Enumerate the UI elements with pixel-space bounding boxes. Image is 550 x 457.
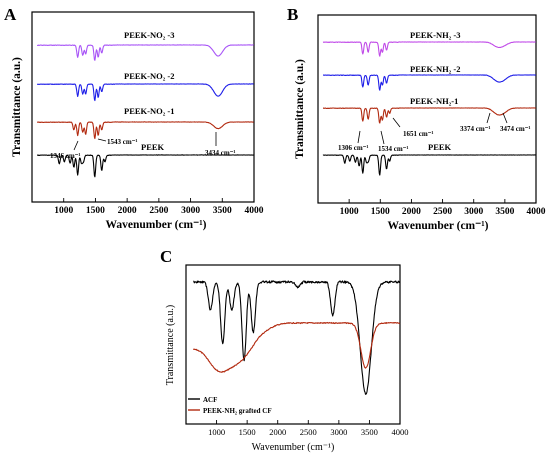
panel-b-frame bbox=[317, 14, 537, 204]
panel-b: B Transmittance (a.u.) Wavenumber (cm⁻¹)… bbox=[287, 5, 546, 232]
panel-b-series-label-1: PEEK-NH₂-1 bbox=[410, 96, 458, 106]
panel-c-tick-label-3500: 3500 bbox=[361, 427, 378, 437]
panel-b-series-0 bbox=[322, 154, 537, 176]
panel-c-tick-label-2500: 2500 bbox=[300, 427, 317, 437]
panel-c-tick-label-2000: 2000 bbox=[269, 427, 286, 437]
panel-b-tick-label-3500: 3500 bbox=[495, 207, 514, 217]
panel-b-series-group bbox=[322, 41, 537, 176]
panel-a-tick-label-3500: 3500 bbox=[213, 206, 232, 216]
panel-a-series-label-2: PEEK-NO₂ -2 bbox=[124, 71, 174, 81]
panel-b-series-2 bbox=[322, 74, 536, 91]
panel-a-series-label-1: PEEK-NO₂ -1 bbox=[124, 106, 174, 116]
panel-b-annotation-1651: 1651 cm⁻¹ bbox=[403, 130, 433, 138]
panel-a-series-1 bbox=[36, 121, 254, 140]
panel-b-arrow-3374 bbox=[486, 112, 491, 124]
panel-b-series-label-2: PEEK-NH₂ -2 bbox=[410, 64, 460, 74]
panel-a-series-2 bbox=[37, 83, 254, 102]
panel-b-annotation-3374: 3374 cm⁻¹ bbox=[460, 125, 490, 133]
panel-a-annotation-3434: 3434 cm⁻¹ bbox=[205, 149, 235, 157]
panel-b-series-label-3: PEEK-NH₂ -3 bbox=[410, 30, 460, 40]
panel-c-series-acf bbox=[193, 280, 401, 395]
panel-b-x-ticks: 1000 1500 2000 2500 3000 3500 4000 bbox=[340, 199, 546, 217]
panel-c: C Transmittance (a.u.) Wavenumber (cm⁻¹)… bbox=[160, 247, 409, 453]
panel-a-arrow-1346 bbox=[73, 140, 79, 151]
panel-b-letter: B bbox=[287, 5, 298, 24]
panel-b-annotation-1534: 1534 cm⁻¹ bbox=[378, 145, 408, 153]
panel-a-annotation-1543: 1543 cm⁻¹ bbox=[107, 138, 137, 146]
panel-a-tick-label-1000: 1000 bbox=[54, 206, 73, 216]
panel-a-arrow-1543 bbox=[97, 138, 107, 142]
panel-b-series-3 bbox=[322, 41, 536, 57]
panel-a-tick-label-4000: 4000 bbox=[245, 206, 264, 216]
panel-c-series-group bbox=[192, 280, 401, 395]
panel-a-letter: A bbox=[4, 5, 17, 24]
panel-a-ylabel: Transmittance (a.u.) bbox=[11, 57, 23, 157]
panel-b-tick-label-1500: 1500 bbox=[371, 207, 390, 217]
panel-a-xlabel: Wavenumber (cm⁻¹) bbox=[106, 219, 207, 231]
panel-a-series-3 bbox=[36, 44, 254, 61]
panel-a-x-ticks: 1000 1500 2000 2500 3000 3500 4000 bbox=[54, 198, 264, 216]
panel-c-tick-label-1500: 1500 bbox=[239, 427, 256, 437]
panel-a-frame bbox=[31, 11, 255, 203]
panel-c-ylabel: Transmittance (a.u.) bbox=[165, 305, 176, 385]
panel-b-tick-label-4000: 4000 bbox=[527, 207, 546, 217]
panel-b-arrow-1306 bbox=[357, 130, 361, 144]
panel-b-ylabel: Transmittance (a.u.) bbox=[294, 59, 306, 159]
panel-b-tick-label-2000: 2000 bbox=[402, 207, 421, 217]
panel-a-series-label-0: PEEK bbox=[141, 142, 165, 152]
panel-a-tick-label-2000: 2000 bbox=[118, 206, 137, 216]
panel-a-series-group bbox=[36, 44, 254, 178]
panel-c-letter: C bbox=[160, 247, 172, 266]
panel-b-series-1 bbox=[322, 107, 536, 124]
panel-b-series-label-0: PEEK bbox=[428, 142, 452, 152]
panel-b-arrow-1651 bbox=[392, 117, 401, 128]
panel-c-frame bbox=[185, 264, 401, 425]
panel-c-series-grafted bbox=[192, 321, 401, 373]
panel-c-tick-label-1000: 1000 bbox=[208, 427, 225, 437]
panel-b-tick-label-1000: 1000 bbox=[340, 207, 359, 217]
panel-b-tick-label-3000: 3000 bbox=[464, 207, 483, 217]
panel-c-tick-label-4000: 4000 bbox=[392, 427, 409, 437]
panel-a-tick-label-2500: 2500 bbox=[149, 206, 168, 216]
panel-c-x-ticks: 1000 1500 2000 2500 3000 3500 4000 bbox=[208, 420, 409, 437]
panel-b-arrow-3474 bbox=[502, 112, 508, 124]
legend-label-acf: ACF bbox=[203, 396, 217, 404]
panel-a-series-label-3: PEEK-NO₂ -3 bbox=[124, 30, 174, 40]
panel-c-xlabel: Wavenumber (cm⁻¹) bbox=[252, 442, 335, 453]
panel-a-annotation-1346: 1346 cm⁻¹ bbox=[50, 152, 80, 160]
panel-a-tick-label-1500: 1500 bbox=[86, 206, 105, 216]
legend-label-grafted: PEEK-NH₂ grafted CF bbox=[203, 407, 272, 415]
panel-c-tick-label-3000: 3000 bbox=[330, 427, 347, 437]
panel-a-tick-label-3000: 3000 bbox=[181, 206, 200, 216]
panel-b-tick-label-2500: 2500 bbox=[433, 207, 452, 217]
panel-b-annotation-1306: 1306 cm⁻¹ bbox=[338, 144, 368, 152]
panel-b-annotation-3474: 3474 cm⁻¹ bbox=[500, 125, 530, 133]
panel-b-arrow-1534 bbox=[380, 130, 385, 145]
panel-a: A Transmittance (a.u.) Wavenumber (cm⁻¹)… bbox=[4, 5, 264, 231]
panel-b-xlabel: Wavenumber (cm⁻¹) bbox=[388, 220, 489, 232]
panel-a-series-0 bbox=[37, 154, 254, 178]
